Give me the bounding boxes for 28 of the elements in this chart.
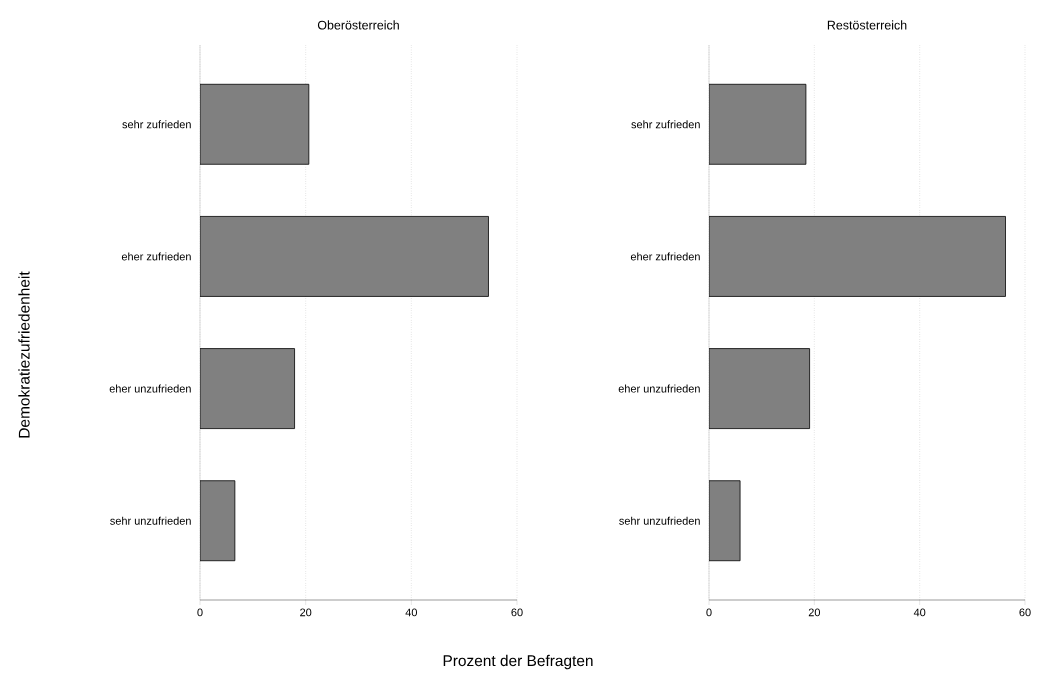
y-axis-title: Demokratiezufriedenheit [18, 271, 30, 438]
x-tick-label: 20 [808, 608, 820, 617]
bar [709, 216, 1006, 297]
bar [709, 480, 741, 562]
y-tick-label: eher unzufrieden [109, 384, 191, 393]
x-axis-title: Prozent der Befragten [443, 654, 593, 670]
bar [200, 348, 295, 429]
y-tick-label: sehr zufrieden [631, 120, 700, 129]
x-tick-label: 20 [300, 608, 312, 617]
x-tick-label: 0 [706, 608, 712, 617]
y-tick-label: sehr unzufrieden [619, 516, 700, 525]
chart-title: Restösterreich [827, 20, 907, 30]
chart-title: Oberösterreich [317, 20, 399, 30]
bar [200, 480, 236, 562]
bar [709, 83, 807, 165]
y-tick-label: eher unzufrieden [618, 384, 700, 393]
bar [200, 83, 310, 165]
bar [709, 348, 810, 429]
y-tick-label: eher zufrieden [121, 252, 191, 261]
x-tick-label: 0 [197, 608, 203, 617]
x-tick-label: 40 [405, 608, 417, 617]
y-tick-label: eher zufrieden [630, 252, 700, 261]
x-tick-label: 60 [1019, 608, 1031, 617]
y-tick-label: sehr zufrieden [122, 120, 191, 129]
bar [200, 216, 489, 297]
y-tick-label: sehr unzufrieden [110, 516, 191, 525]
x-tick-label: 40 [913, 608, 926, 617]
x-tick-label: 60 [511, 608, 523, 617]
